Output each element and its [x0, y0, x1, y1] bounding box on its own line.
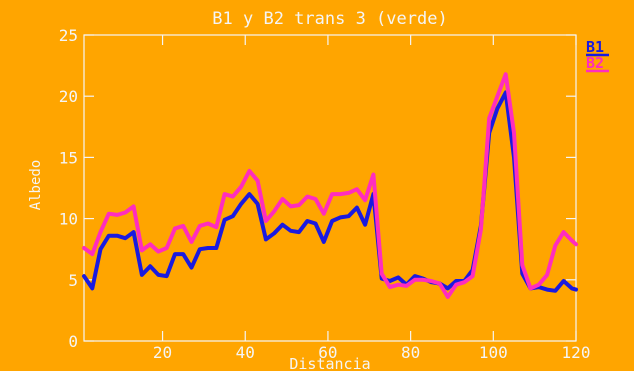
series-line-b1 — [82, 90, 578, 293]
legend-label-b2: B2 — [586, 54, 604, 72]
y-tick-label: 5 — [68, 271, 78, 290]
legend-label-b1: B1 — [586, 38, 604, 56]
y-tick-label: 10 — [59, 210, 78, 229]
series-layer — [82, 72, 578, 299]
x-tick-label: 100 — [479, 343, 508, 362]
x-tick-label: 40 — [236, 343, 255, 362]
x-axis-label: Distancia — [289, 355, 370, 371]
x-tick-label: 60 — [318, 343, 337, 362]
series-line-b2 — [82, 72, 578, 299]
y-axis-label: Albedo — [28, 160, 44, 211]
x-tick-label: 80 — [401, 343, 420, 362]
x-tick-label: 120 — [562, 343, 591, 362]
y-tick-label: 15 — [59, 148, 78, 167]
chart-title: B1 y B2 trans 3 (verde) — [212, 9, 447, 29]
axes-layer: 0 5 10 15 20 25 20 40 60 80 100 120 — [59, 26, 591, 362]
x-tick-label: 20 — [153, 343, 172, 362]
y-tick-label: 0 — [68, 332, 78, 351]
y-tick-label: 20 — [59, 87, 78, 106]
plot-frame — [83, 34, 577, 342]
y-tick-label: 25 — [59, 26, 78, 45]
